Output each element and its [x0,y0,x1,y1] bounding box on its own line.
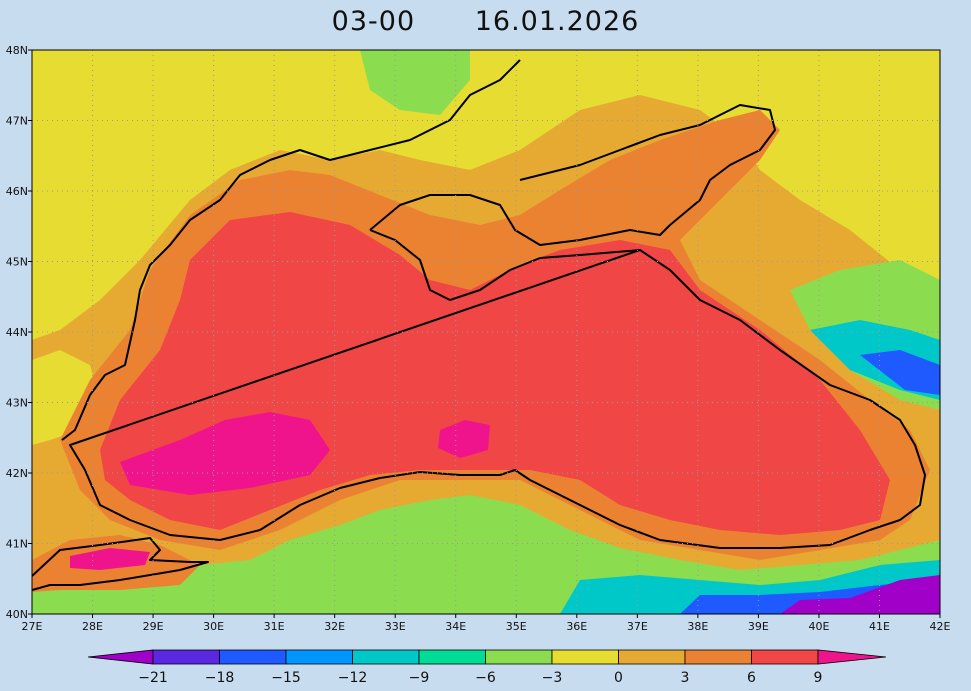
x-tick-label: 37E [627,620,648,633]
colorbar-segment [285,649,353,665]
coastline-marmara [32,537,209,591]
field-green-north [360,50,470,115]
colorbar-tick-label: 3 [681,670,690,686]
x-tick-label: 28E [82,620,103,633]
colorbar-segment [684,649,752,665]
x-tick-label: 31E [264,620,285,633]
y-axis-ticks: 40N 41N 42N 43N 44N 45N 46N 47N 48N [6,44,32,621]
x-tick-label: 42E [930,620,951,633]
field-caucasus-blue [860,350,940,395]
colorbar-tick-label: 9 [814,670,823,686]
colorbar-tick-label: −12 [338,670,368,686]
y-tick-label: 45N [6,256,28,269]
colorbar-tick-label: 0 [614,670,623,686]
colorbar-segment [485,649,553,665]
y-tick-label: 47N [6,115,28,128]
colorbar-tick-label: −3 [542,670,563,686]
colorbar-segment [618,649,686,665]
field-south-purple [780,575,940,614]
x-tick-label: 40E [808,620,829,633]
x-tick-label: 32E [324,620,345,633]
colorbar-segment [152,649,220,665]
field-core-central [438,420,490,458]
colorbar-segment [551,649,619,665]
y-tick-label: 46N [6,185,28,198]
y-tick-label: 42N [6,467,28,480]
y-tick-label: 48N [6,44,28,57]
y-tick-label: 43N [6,397,28,410]
y-tick-label: 41N [6,538,28,551]
temperature-field [32,50,940,614]
coastline-black-sea [61,59,926,549]
colorbar-segment [352,649,420,665]
colorbar-tick-label: −21 [138,670,168,686]
x-tick-label: 27E [22,620,43,633]
x-tick-label: 34E [445,620,466,633]
colorbar-segment [751,649,819,665]
x-tick-label: 29E [143,620,164,633]
colorbar-tick-label: −15 [271,670,301,686]
field-core-west [120,412,330,495]
coastline [32,59,926,591]
colorbar-arrow-right [817,649,887,665]
colorbar-segment [219,649,287,665]
colorbar-segment [418,649,486,665]
y-tick-label: 44N [6,326,28,339]
colorbar-tick-label: −9 [409,670,430,686]
field-marmara-core [70,548,150,570]
colorbar-arrow-left [87,649,154,665]
x-tick-label: 39E [748,620,769,633]
title-date: 16.01.2026 [474,6,640,37]
field-land-north [32,50,940,340]
colorbar-tick-label: −18 [205,670,235,686]
x-axis-ticks: 27E 28E 29E 30E 31E 32E 33E 34E 35E 36E 37E 38E 39E 4… [22,614,951,633]
x-tick-label: 41E [869,620,890,633]
x-tick-label: 35E [506,620,527,633]
x-tick-label: 30E [203,620,224,633]
graticule [32,50,940,614]
colorbar: −21 −18 −15 −12 −9 −6 −3 0 3 6 9 [87,649,887,686]
colorbar-tick-label: −6 [475,670,496,686]
colorbar-tick-label: 6 [747,670,756,686]
x-tick-label: 33E [385,620,406,633]
map-title: 03-00 16.01.2026 [0,6,971,40]
y-tick-label: 40N [6,608,28,621]
title-run-time: 03-00 [331,6,416,37]
x-tick-label: 36E [566,620,587,633]
x-tick-label: 38E [687,620,708,633]
